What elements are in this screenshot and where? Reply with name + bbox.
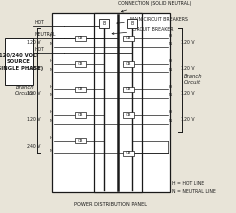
Bar bbox=[75, 61, 85, 66]
Text: CB: CB bbox=[78, 36, 83, 40]
Text: POWER DISTRIBUTION PANEL: POWER DISTRIBUTION PANEL bbox=[74, 202, 148, 207]
Text: CB: CB bbox=[78, 88, 83, 91]
Text: H: H bbox=[50, 34, 53, 38]
Text: 120 V: 120 V bbox=[181, 91, 194, 96]
Text: CB: CB bbox=[78, 113, 83, 117]
Text: Branch
Circuit: Branch Circuit bbox=[184, 75, 203, 85]
Bar bbox=[127, 19, 137, 28]
Bar bbox=[75, 138, 85, 143]
Text: H: H bbox=[169, 110, 172, 114]
Text: CB: CB bbox=[126, 151, 131, 155]
Text: 120 V: 120 V bbox=[27, 117, 40, 122]
Text: CB: CB bbox=[78, 139, 83, 142]
Text: N: N bbox=[50, 42, 53, 46]
Text: CIRCUIT BREAKER: CIRCUIT BREAKER bbox=[112, 27, 174, 35]
Text: H: H bbox=[50, 85, 53, 89]
Bar bbox=[75, 36, 85, 41]
Text: 120/240 VOLT
SOURCE
(SINGLE PHASE): 120/240 VOLT SOURCE (SINGLE PHASE) bbox=[0, 53, 43, 71]
Bar bbox=[123, 151, 134, 156]
Text: NEUTRAL: NEUTRAL bbox=[34, 33, 56, 37]
Text: 120 V: 120 V bbox=[27, 66, 40, 71]
Text: H: H bbox=[50, 59, 53, 63]
Bar bbox=[52, 13, 170, 192]
Text: N: N bbox=[50, 93, 53, 97]
Bar bbox=[5, 38, 33, 85]
Bar bbox=[123, 36, 134, 41]
Text: 120 V: 120 V bbox=[181, 66, 194, 71]
Text: H: H bbox=[169, 59, 172, 63]
Text: N: N bbox=[169, 68, 172, 72]
Bar bbox=[75, 112, 85, 118]
Text: B: B bbox=[102, 21, 105, 26]
Text: H = HOT LINE: H = HOT LINE bbox=[172, 181, 205, 186]
Text: N = NEUTRAL LINE: N = NEUTRAL LINE bbox=[172, 189, 216, 194]
Text: CB: CB bbox=[78, 62, 83, 66]
Bar bbox=[123, 87, 134, 92]
Text: H: H bbox=[169, 85, 172, 89]
Text: N: N bbox=[169, 119, 172, 123]
Text: CB: CB bbox=[126, 36, 131, 40]
Text: N: N bbox=[50, 68, 53, 72]
Text: N: N bbox=[50, 119, 53, 123]
Text: CB: CB bbox=[126, 62, 131, 66]
Bar bbox=[123, 112, 134, 118]
Text: N: N bbox=[169, 93, 172, 97]
Text: 120 V: 120 V bbox=[181, 117, 194, 122]
Text: H: H bbox=[50, 110, 53, 114]
Text: HOT: HOT bbox=[34, 47, 44, 52]
Text: NEUTRAL/GROUND
CONNECTION (SOLID NEUTRAL): NEUTRAL/GROUND CONNECTION (SOLID NEUTRAL… bbox=[118, 0, 191, 12]
Bar bbox=[75, 87, 85, 92]
Text: N: N bbox=[169, 42, 172, 46]
Text: H: H bbox=[50, 136, 53, 140]
Text: CB: CB bbox=[126, 113, 131, 117]
Text: B: B bbox=[131, 21, 134, 26]
Bar bbox=[99, 19, 109, 28]
Text: MAIN CIRCUIT BREAKERS: MAIN CIRCUIT BREAKERS bbox=[117, 17, 188, 24]
Text: Branch
Circuits: Branch Circuits bbox=[14, 85, 34, 96]
Text: N: N bbox=[50, 149, 53, 153]
Text: H: H bbox=[169, 34, 172, 38]
Bar bbox=[123, 61, 134, 66]
Text: 120 V: 120 V bbox=[181, 40, 194, 45]
Text: HOT: HOT bbox=[34, 20, 44, 25]
Text: CB: CB bbox=[126, 88, 131, 91]
Text: 120 V: 120 V bbox=[27, 91, 40, 96]
Bar bbox=[94, 13, 142, 192]
Text: 240 V: 240 V bbox=[27, 144, 40, 150]
Text: 120 V: 120 V bbox=[27, 40, 40, 45]
